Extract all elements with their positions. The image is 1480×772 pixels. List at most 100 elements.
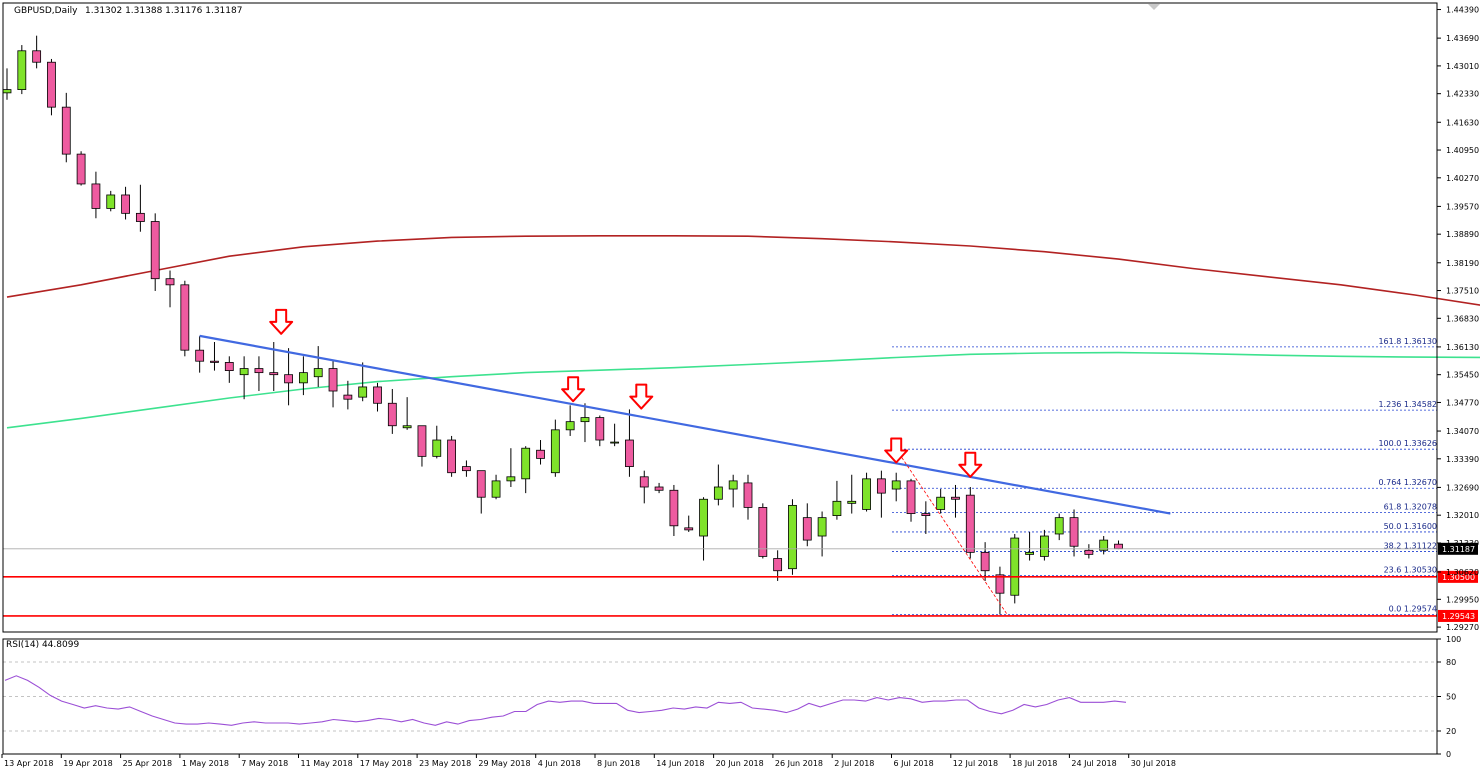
- candle-bull[interactable]: [728, 480, 738, 490]
- candle-bear[interactable]: [669, 489, 679, 527]
- candle-bull[interactable]: [1040, 535, 1049, 557]
- x-tick-label: 14 Jun 2018: [656, 759, 704, 768]
- candle-bear[interactable]: [743, 482, 753, 508]
- candle-bull[interactable]: [550, 429, 560, 474]
- candle-bull[interactable]: [610, 441, 620, 444]
- y-tick-label: 1.37510: [1446, 287, 1479, 296]
- candle-bear[interactable]: [462, 466, 471, 472]
- fib-level-label: 0.0 1.29574: [1389, 605, 1437, 614]
- candle-bear[interactable]: [135, 212, 145, 222]
- candle-bear[interactable]: [625, 439, 634, 467]
- candle-bear[interactable]: [180, 284, 190, 351]
- candle-bear[interactable]: [91, 183, 101, 209]
- candle-bull[interactable]: [358, 386, 368, 398]
- candle-bull[interactable]: [1010, 537, 1020, 596]
- candle-bear[interactable]: [447, 439, 457, 474]
- candle-bear[interactable]: [773, 558, 783, 572]
- candle-bear[interactable]: [254, 368, 264, 374]
- candle-bear[interactable]: [654, 486, 664, 491]
- candle-bear[interactable]: [595, 417, 605, 441]
- candle-bull[interactable]: [565, 421, 575, 431]
- symbol-label: GBPUSD,Daily: [14, 6, 78, 16]
- candle-bull[interactable]: [847, 500, 857, 504]
- candle-bull[interactable]: [862, 478, 871, 510]
- candle-bear[interactable]: [328, 368, 338, 392]
- candle-bear[interactable]: [343, 394, 353, 400]
- candle-bear[interactable]: [758, 507, 768, 557]
- y-tick-label: 1.43010: [1446, 62, 1479, 71]
- candle-bear[interactable]: [639, 476, 649, 488]
- candle-bull[interactable]: [788, 504, 797, 570]
- chart-shift-marker[interactable]: [1148, 4, 1160, 10]
- candle-bear[interactable]: [1069, 517, 1079, 547]
- candle-bull[interactable]: [106, 194, 116, 209]
- x-tick-label: 13 Apr 2018: [4, 759, 53, 768]
- candle-bull[interactable]: [2, 89, 12, 94]
- candle-bull[interactable]: [402, 425, 412, 429]
- candle-bull[interactable]: [432, 439, 442, 457]
- y-tick-label: 1.40950: [1446, 146, 1479, 155]
- candle-bull[interactable]: [1054, 517, 1064, 535]
- candle-bull[interactable]: [1025, 551, 1034, 555]
- candle-bear[interactable]: [802, 517, 812, 541]
- x-tick-label: 11 May 2018: [301, 759, 353, 768]
- candle-bull[interactable]: [891, 480, 901, 490]
- candle-bear[interactable]: [76, 153, 86, 185]
- candle-bull[interactable]: [491, 480, 501, 498]
- candle-bear[interactable]: [165, 278, 175, 286]
- fib-level-label: 38.2 1.31122: [1384, 541, 1437, 550]
- candle-bear[interactable]: [224, 362, 234, 371]
- candle-bull[interactable]: [832, 500, 842, 516]
- candle-bear[interactable]: [417, 425, 427, 457]
- candle-bear[interactable]: [387, 402, 397, 427]
- candle-bull[interactable]: [580, 417, 590, 423]
- candle-bull[interactable]: [239, 368, 249, 376]
- candle-bear[interactable]: [965, 494, 975, 553]
- candle-bear[interactable]: [61, 106, 71, 155]
- support-price-label: 1.30500: [1442, 573, 1475, 582]
- candle-bull[interactable]: [17, 50, 27, 90]
- rsi-pane-frame: [2, 638, 1438, 755]
- y-tick-label: 1.30620: [1446, 568, 1479, 577]
- candle-bear[interactable]: [951, 496, 960, 500]
- candle-bear[interactable]: [47, 61, 56, 108]
- candle-bear[interactable]: [536, 449, 545, 459]
- candle-bear[interactable]: [1114, 543, 1123, 550]
- candle-bull[interactable]: [713, 486, 723, 500]
- x-tick-label: 2 Jul 2018: [834, 759, 874, 768]
- candle-bear[interactable]: [150, 221, 160, 280]
- current-price-tag: [1438, 542, 1478, 555]
- x-tick-label: 23 May 2018: [419, 759, 471, 768]
- candle-bear[interactable]: [121, 194, 130, 214]
- candle-bear[interactable]: [980, 551, 990, 572]
- candle-bear[interactable]: [906, 480, 916, 514]
- candle-bull[interactable]: [817, 517, 827, 537]
- support-price-label: 1.29543: [1442, 612, 1475, 621]
- fib-level-label: 161.8 1.36130: [1378, 337, 1437, 346]
- x-tick-label: 26 Jun 2018: [775, 759, 823, 768]
- x-tick-label: 25 Apr 2018: [123, 759, 172, 768]
- candle-bull[interactable]: [1099, 539, 1109, 551]
- candle-bear[interactable]: [373, 386, 382, 404]
- candle-bull[interactable]: [699, 498, 708, 537]
- candle-bear[interactable]: [995, 574, 1005, 594]
- candle-bull[interactable]: [298, 372, 308, 384]
- candle-bull[interactable]: [936, 496, 946, 510]
- candle-bear[interactable]: [32, 50, 42, 63]
- candle-bear[interactable]: [1084, 549, 1094, 555]
- candle-bear[interactable]: [476, 470, 486, 498]
- candle-bear[interactable]: [684, 527, 694, 531]
- candle-bull[interactable]: [313, 368, 323, 378]
- candle-bear[interactable]: [284, 374, 293, 384]
- candle-bear[interactable]: [921, 513, 931, 516]
- trendline[interactable]: [199, 334, 1171, 515]
- rsi-header: RSI(14) 44.8099: [6, 640, 79, 650]
- candle-bull[interactable]: [506, 476, 516, 482]
- candle-bull[interactable]: [521, 447, 531, 480]
- candle-bear[interactable]: [269, 372, 279, 376]
- candle-bear[interactable]: [210, 360, 219, 363]
- candle-bear[interactable]: [876, 478, 886, 494]
- candle-bear[interactable]: [195, 349, 205, 362]
